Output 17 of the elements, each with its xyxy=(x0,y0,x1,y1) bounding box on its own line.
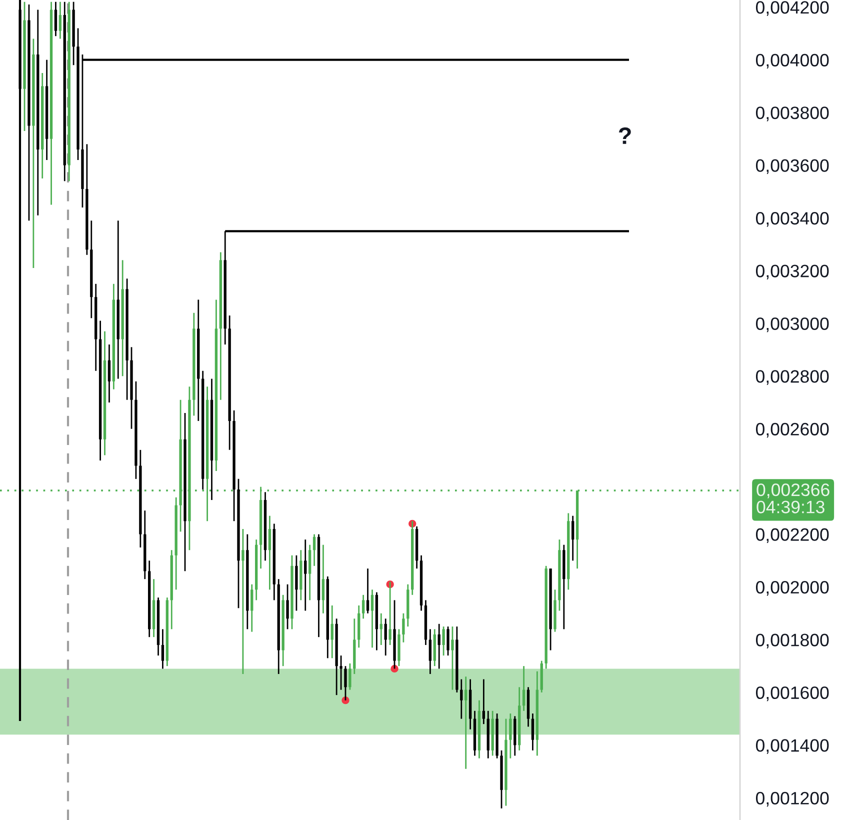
y-tick-label: 0,001200 xyxy=(756,792,829,807)
y-tick-label: 0,003600 xyxy=(756,159,829,174)
y-tick-label: 0,003000 xyxy=(756,317,829,332)
y-tick-label: 0,002000 xyxy=(756,581,829,596)
y-tick-label: 0,002200 xyxy=(756,528,829,543)
y-tick-label: 0,003400 xyxy=(756,212,829,227)
ref-line-label: 0,002366 04:39:13 xyxy=(756,484,830,514)
y-tick-label: 0,002800 xyxy=(756,370,829,385)
y-tick-label: 0,004200 xyxy=(756,1,829,16)
y-tick-label: 0,001400 xyxy=(756,739,829,754)
y-tick-label: 0,001800 xyxy=(756,634,829,648)
y-tick-label: 0,001600 xyxy=(756,686,829,702)
y-tick-label: 0,004000 xyxy=(756,54,829,69)
y-tick-label: 0,003200 xyxy=(756,264,829,280)
y-tick-label: 0,003800 xyxy=(756,106,829,122)
y-tick-label: 0,002600 xyxy=(756,422,829,438)
annotation: ? xyxy=(618,127,631,144)
